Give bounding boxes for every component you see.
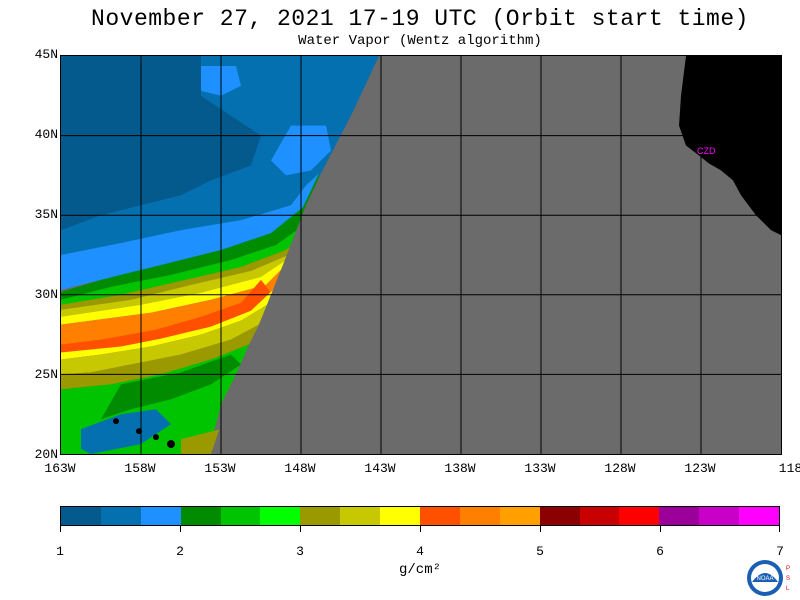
vapor-band-green xyxy=(61,200,317,305)
longitude-label: 138W xyxy=(444,461,476,476)
colorbar-segment xyxy=(220,507,261,525)
svg-text:L: L xyxy=(786,586,790,592)
colorbar-tick-label: 7 xyxy=(776,544,784,559)
island-maui xyxy=(153,434,159,441)
colorbar-segment xyxy=(659,507,700,525)
vapor-band-olive-south-2 xyxy=(61,324,259,390)
longitude-label: 123W xyxy=(684,461,716,476)
vapor-band-olive-south xyxy=(61,304,267,375)
vapor-band-yellow xyxy=(61,259,286,325)
colorbar-segment xyxy=(579,507,620,525)
colorbar-tick-label: 5 xyxy=(536,544,544,559)
island-kauai xyxy=(113,418,119,425)
latitude-label: 35N xyxy=(34,207,58,222)
water-vapor-map: CZD xyxy=(60,55,782,455)
colorbar-tick xyxy=(540,526,541,532)
colorbar-segment xyxy=(499,507,540,525)
colorbar-segment xyxy=(459,507,500,525)
colorbar-segment xyxy=(539,507,580,525)
logo-side-text: P xyxy=(786,566,790,572)
station-label: CZD xyxy=(697,146,716,156)
colorbar-segment xyxy=(61,507,101,525)
vapor-band-olive xyxy=(61,233,306,310)
longitude-label: 133W xyxy=(524,461,556,476)
vapor-patch-blue-south xyxy=(81,409,171,454)
colorbar-tick xyxy=(180,526,181,532)
latitude-label: 20N xyxy=(34,447,58,462)
map-subtitle: Water Vapor (Wentz algorithm) xyxy=(298,33,542,49)
longitude-label: 128W xyxy=(604,461,636,476)
colorbar-segment xyxy=(619,507,660,525)
colorbar-segment xyxy=(180,507,221,525)
colorbar xyxy=(60,506,780,526)
vapor-band-light-blue xyxy=(61,173,319,290)
colorbar-segment xyxy=(420,507,460,525)
colorbar-tick-label: 1 xyxy=(56,544,64,559)
latitude-label: 30N xyxy=(34,287,58,302)
vapor-band-orange xyxy=(61,269,281,355)
vapor-patch-olive-south xyxy=(181,429,221,454)
colorbar-unit: g/cm² xyxy=(398,562,441,578)
colorbar-segment xyxy=(340,507,381,525)
colorbar-tick-label: 4 xyxy=(416,544,424,559)
longitude-label: 143W xyxy=(364,461,396,476)
water-vapor-field xyxy=(61,56,781,454)
colorbar-segment xyxy=(100,507,141,525)
colorbar-tick xyxy=(420,526,421,532)
latitude-label: 40N xyxy=(34,127,58,142)
svg-text:S: S xyxy=(786,576,790,582)
colorbar-segment xyxy=(699,507,740,525)
vapor-band-dark-green-south xyxy=(101,354,241,420)
vapor-band-red-orange xyxy=(61,279,271,353)
latitude-label: 45N xyxy=(34,47,58,62)
land-mass xyxy=(679,56,781,236)
colorbar-tick xyxy=(60,526,61,532)
colorbar-tick-label: 3 xyxy=(296,544,304,559)
vapor-band-yellow-south xyxy=(61,289,273,360)
colorbar-segment xyxy=(140,507,181,525)
island-hawaii xyxy=(167,440,175,449)
longitude-label: 153W xyxy=(204,461,236,476)
longitude-label: 118W xyxy=(778,461,800,476)
svg-text:NOAA: NOAA xyxy=(756,576,773,582)
colorbar-segment xyxy=(380,507,421,525)
map-title: November 27, 2021 17-19 UTC (Orbit start… xyxy=(91,6,749,32)
noaa-logo-icon: NOAA P S L xyxy=(747,560,790,596)
vapor-band-dark-green xyxy=(61,173,319,300)
colorbar-tick-label: 6 xyxy=(656,544,664,559)
colorbar-tick xyxy=(660,526,661,532)
vapor-band-yellow-olive xyxy=(61,253,293,317)
colorbar-segment xyxy=(300,507,341,525)
map-canvas xyxy=(61,56,781,454)
longitude-label: 148W xyxy=(284,461,316,476)
latitude-label: 25N xyxy=(34,367,58,382)
colorbar-tick-label: 2 xyxy=(176,544,184,559)
colorbar-segment xyxy=(739,507,780,525)
colorbar-tick xyxy=(300,526,301,532)
grid-lines xyxy=(61,56,781,454)
longitude-label: 158W xyxy=(124,461,156,476)
swath-gap xyxy=(211,56,781,454)
longitude-label: 163W xyxy=(44,461,76,476)
colorbar-segment xyxy=(260,507,301,525)
colorbar-tick xyxy=(779,526,780,532)
